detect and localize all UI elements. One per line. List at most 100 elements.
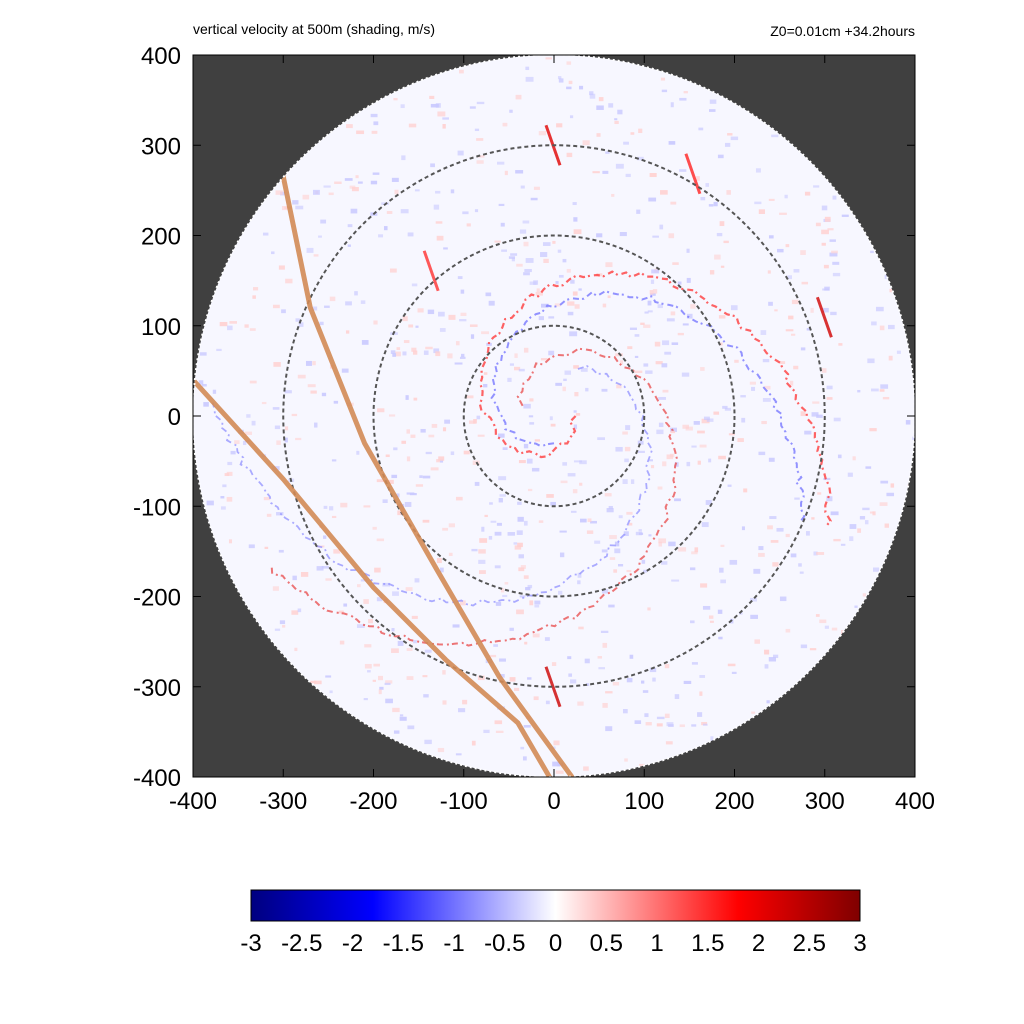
shade-cell <box>518 554 524 559</box>
shade-cell <box>660 190 668 195</box>
shade-cell <box>706 418 714 422</box>
shade-cell <box>740 395 746 398</box>
shade-cell <box>690 304 696 309</box>
shade-cell <box>533 280 539 285</box>
shade-cell <box>488 300 495 306</box>
shade-cell <box>485 292 492 297</box>
shade-cell <box>652 677 656 682</box>
shade-cell <box>462 699 468 705</box>
shade-cell <box>569 115 574 119</box>
shade-cell <box>386 211 393 214</box>
shade-cell <box>439 459 444 463</box>
shade-cell <box>817 492 822 495</box>
shade-cell <box>460 289 465 294</box>
shade-cell <box>424 739 432 745</box>
shade-cell <box>460 600 466 606</box>
shade-cell <box>471 740 476 746</box>
shade-cell <box>605 726 613 732</box>
shade-cell <box>821 242 826 246</box>
shade-cell <box>435 351 441 357</box>
shade-cell <box>665 741 673 745</box>
shade-cell <box>498 476 507 481</box>
shade-cell <box>629 327 637 330</box>
shade-cell <box>523 241 529 247</box>
shade-cell <box>370 113 378 118</box>
shade-cell <box>648 197 657 202</box>
shade-cell <box>476 138 484 141</box>
shade-cell <box>617 109 623 115</box>
shade-cell <box>658 541 663 547</box>
shade-cell <box>478 549 486 554</box>
shade-cell <box>408 324 414 328</box>
shade-cell <box>509 627 514 631</box>
shade-cell <box>526 458 533 464</box>
shade-cell <box>263 496 271 501</box>
shade-cell <box>524 641 528 645</box>
shade-cell <box>771 134 779 138</box>
shade-cell <box>481 331 490 335</box>
shade-cell <box>718 455 726 460</box>
shade-cell <box>385 698 393 704</box>
shade-cell <box>275 190 283 195</box>
shade-cell <box>730 136 739 141</box>
shade-cell <box>700 583 708 588</box>
shade-cell <box>559 530 567 533</box>
shade-cell <box>476 415 481 420</box>
shade-cell <box>648 459 654 462</box>
shade-cell <box>579 85 584 90</box>
shade-cell <box>580 368 588 372</box>
shade-cell <box>666 318 675 322</box>
shade-cell <box>374 567 381 573</box>
shade-cell <box>670 430 676 434</box>
shade-cell <box>483 383 488 388</box>
chart-title: vertical velocity at 500m (shading, m/s) <box>193 21 435 37</box>
shade-cell <box>523 272 530 276</box>
shade-cell <box>728 433 735 436</box>
shade-cell <box>457 150 464 156</box>
shade-cell <box>460 312 467 316</box>
shade-cell <box>292 575 297 581</box>
shade-cell <box>812 401 820 404</box>
y-tick-label: 300 <box>141 133 181 160</box>
colorbar-tick-label: -3 <box>240 930 261 957</box>
shade-cell <box>513 542 518 545</box>
shade-cell <box>566 152 573 158</box>
shade-cell <box>305 360 312 366</box>
shade-cell <box>481 526 485 532</box>
shade-cell <box>378 675 384 681</box>
shade-cell <box>527 584 533 589</box>
shade-cell <box>615 163 624 169</box>
shade-cell <box>609 535 617 540</box>
shade-cell <box>664 664 670 669</box>
shade-cell <box>281 309 286 314</box>
shade-cell <box>602 702 608 708</box>
shade-cell <box>272 586 279 591</box>
shade-cell <box>677 332 684 336</box>
shade-cell <box>862 507 870 511</box>
shade-cell <box>555 281 559 284</box>
shade-cell <box>884 523 889 528</box>
shade-cell <box>800 250 806 255</box>
shade-cell <box>574 304 580 309</box>
shade-cell <box>605 262 613 268</box>
shade-cell <box>625 173 631 178</box>
shade-cell <box>624 458 629 463</box>
shade-cell <box>701 721 708 726</box>
shade-cell <box>614 118 618 121</box>
shade-cell <box>538 520 544 523</box>
shade-rainband-segment <box>544 666 562 708</box>
shade-spiral-band <box>270 347 679 647</box>
colorbar-tick-label: 2.5 <box>793 930 826 957</box>
shade-cell <box>611 193 615 197</box>
shade-cell <box>643 363 649 367</box>
shade-cell <box>656 716 665 720</box>
shade-cell <box>370 180 378 185</box>
shade-cell <box>356 624 365 628</box>
shade-cell <box>572 489 578 494</box>
shade-cell <box>392 591 399 596</box>
shade-cell <box>743 488 748 493</box>
shade-cell <box>345 301 352 306</box>
shade-cell <box>826 496 833 502</box>
shade-cell <box>793 269 800 273</box>
shade-cell <box>762 398 771 402</box>
